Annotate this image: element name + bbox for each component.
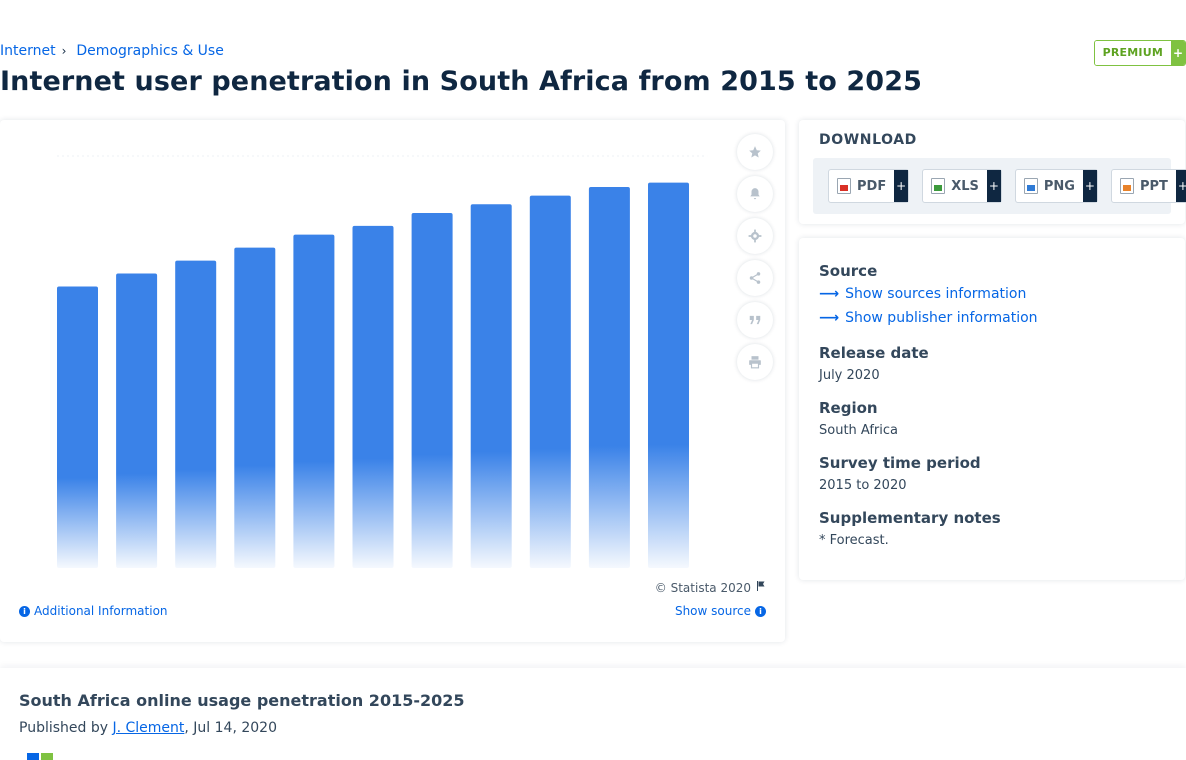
bar-chart — [57, 155, 708, 568]
statistic-details-card: Source ⟶ Show sources information ⟶ Show… — [799, 238, 1185, 580]
arrow-right-icon: ⟶ — [819, 286, 840, 302]
additional-information-link[interactable]: i Additional Information — [19, 604, 168, 618]
plus-icon: + — [1082, 170, 1097, 202]
show-source-link[interactable]: Show source i — [675, 604, 766, 618]
breadcrumb: Internet › Demographics & Use — [0, 43, 224, 59]
download-xls-button[interactable]: XLS + — [922, 169, 1002, 203]
release-date-value: July 2020 — [819, 368, 880, 383]
author-link[interactable]: J. Clement — [112, 720, 185, 736]
png-file-icon — [1023, 178, 1038, 194]
source-heading: Source — [819, 262, 878, 280]
show-sources-label: Show sources information — [845, 286, 1027, 302]
bar-2015[interactable] — [57, 286, 98, 568]
top-bar — [0, 0, 1186, 36]
breadcrumb-internet[interactable]: Internet — [0, 43, 56, 59]
show-source-label: Show source — [674, 604, 751, 618]
gear-icon[interactable] — [737, 218, 773, 254]
published-date: , Jul 14, 2020 — [184, 720, 277, 736]
supplementary-notes-heading: Supplementary notes — [819, 509, 1001, 527]
pdf-file-icon — [837, 178, 851, 194]
survey-period-heading: Survey time period — [819, 454, 981, 472]
bar-2020*[interactable] — [352, 225, 394, 568]
bar-2024*[interactable] — [588, 186, 630, 568]
arrow-right-icon: ⟶ — [819, 310, 840, 326]
show-publisher-label: Show publisher information — [845, 310, 1038, 326]
survey-period-value: 2015 to 2020 — [819, 478, 907, 493]
bar-2021*[interactable] — [411, 212, 453, 568]
bell-icon[interactable] — [737, 176, 773, 212]
bar-2023*[interactable] — [529, 195, 571, 568]
premium-stat-icon — [27, 753, 53, 760]
show-sources-link[interactable]: ⟶ Show sources information — [819, 286, 1026, 302]
copyright-text: © Statista 2020 — [654, 580, 751, 595]
download-png-label: PNG — [1043, 178, 1075, 194]
bar-2017[interactable] — [175, 260, 217, 568]
plus-icon: + — [986, 170, 1001, 202]
plus-icon: + — [894, 170, 909, 202]
info-icon: i — [755, 605, 766, 617]
download-ppt-button[interactable]: PPT + — [1110, 169, 1186, 203]
xls-file-icon — [931, 178, 946, 194]
breadcrumb-separator: › — [61, 44, 67, 58]
breadcrumb-demographics[interactable]: Demographics & Use — [76, 43, 224, 59]
share-icon[interactable] — [737, 260, 773, 296]
article-band — [0, 668, 1186, 760]
quote-icon[interactable] — [737, 302, 773, 338]
star-icon[interactable] — [737, 134, 773, 170]
info-icon: i — [19, 605, 30, 617]
download-pdf-label: PDF — [857, 178, 887, 194]
copyright-notice: © Statista 2020 — [655, 580, 767, 595]
download-card: DOWNLOAD PDF + XLS + PNG + PPT + — [799, 120, 1186, 224]
ppt-file-icon — [1119, 178, 1134, 194]
chart-toolbar — [737, 134, 773, 380]
premium-plus-icon: + — [1171, 41, 1185, 65]
release-date-heading: Release date — [819, 344, 929, 362]
flag-icon[interactable] — [755, 580, 767, 595]
download-ppt-label: PPT — [1139, 178, 1168, 194]
article-subtitle: South Africa online usage penetration 20… — [19, 691, 465, 710]
premium-label: PREMIUM — [1094, 41, 1171, 65]
region-value: South Africa — [819, 423, 898, 438]
bar-2016[interactable] — [116, 273, 158, 568]
bar-2019[interactable] — [293, 234, 335, 568]
bar-2018[interactable] — [234, 247, 276, 568]
supplementary-notes-value: * Forecast. — [819, 533, 889, 548]
chart-bars — [57, 182, 689, 568]
page-title: Internet user penetration in South Afric… — [0, 66, 922, 97]
bar-2022*[interactable] — [470, 204, 512, 568]
plus-icon: + — [1175, 170, 1186, 202]
download-title: DOWNLOAD — [819, 132, 917, 148]
region-heading: Region — [819, 399, 878, 417]
premium-badge[interactable]: PREMIUM + — [1093, 40, 1186, 66]
chart-card: © Statista 2020 i Additional Information… — [0, 120, 785, 642]
download-pdf-button[interactable]: PDF + — [828, 169, 910, 203]
show-publisher-link[interactable]: ⟶ Show publisher information — [819, 310, 1038, 326]
published-by: Published by J. Clement, Jul 14, 2020 — [19, 720, 277, 736]
published-prefix: Published by — [19, 720, 109, 736]
download-png-button[interactable]: PNG + — [1014, 169, 1098, 203]
additional-information-label: Additional Information — [34, 604, 168, 618]
bar-2025*[interactable] — [648, 182, 689, 568]
download-buttons: PDF + XLS + PNG + PPT + — [813, 158, 1186, 214]
download-xls-label: XLS — [951, 178, 979, 194]
print-icon[interactable] — [737, 344, 773, 380]
